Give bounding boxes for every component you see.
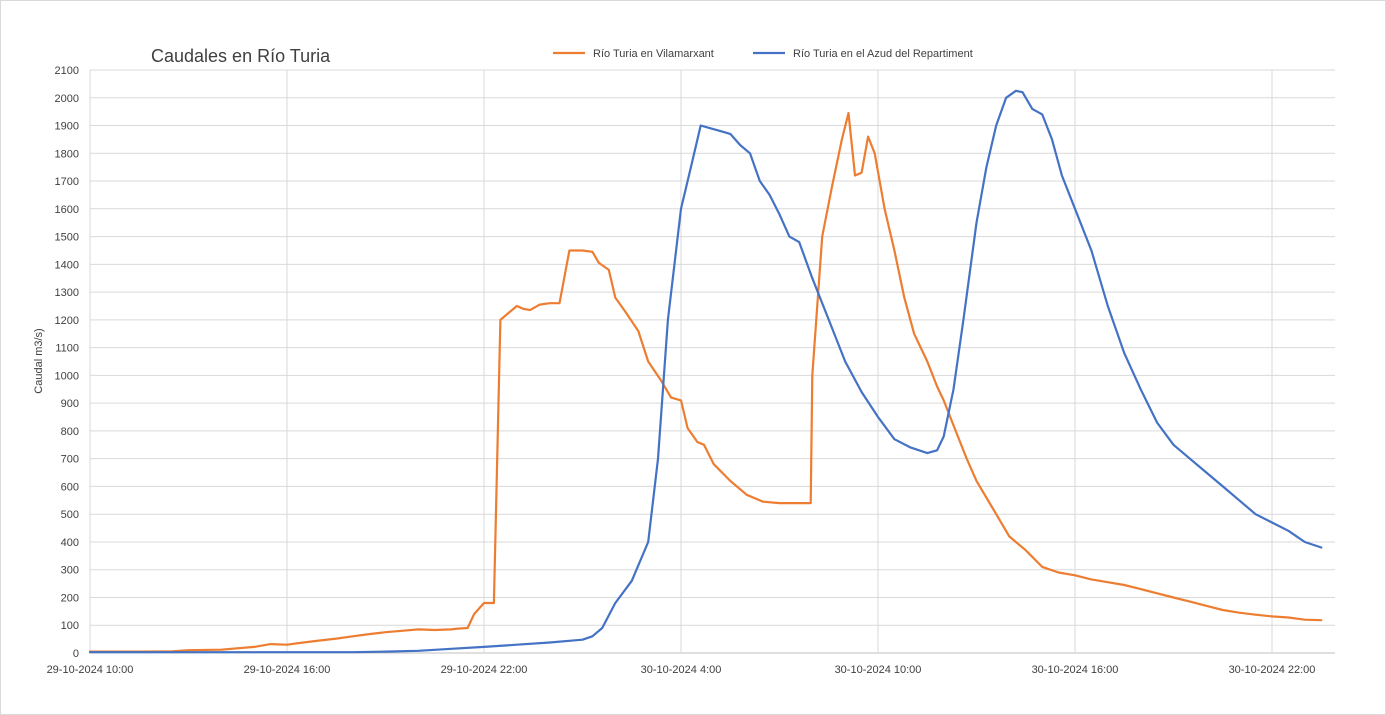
x-tick-label: 29-10-2024 16:00 [244,664,331,676]
x-tick-label: 29-10-2024 22:00 [441,664,528,676]
y-tick-label: 600 [61,481,79,493]
y-tick-label: 1900 [55,121,79,133]
vertical-gridlines [89,70,1273,653]
y-axis-title: Caudal m3/s) [33,328,45,393]
y-tick-label: 1700 [55,176,79,188]
x-tick-label: 30-10-2024 22:00 [1229,664,1316,676]
x-tick-label: 30-10-2024 4:00 [641,664,722,676]
y-tick-label: 200 [61,592,79,604]
horizontal-gridlines [90,69,1335,654]
x-tick-label: 29-10-2024 10:00 [47,664,134,676]
y-tick-label: 900 [61,398,79,410]
chart-title: Caudales en Río Turia [151,46,331,66]
y-tick-label: 2100 [55,65,79,77]
y-tick-label: 1200 [55,315,79,327]
legend: Río Turia en Vilamarxant Río Turia en el… [553,48,973,60]
legend-label-azud-repartiment: Río Turia en el Azud del Repartiment [793,48,973,60]
x-tick-label: 30-10-2024 10:00 [835,664,922,676]
y-tick-label: 500 [61,509,79,521]
x-tick-labels: 29-10-2024 10:00 29-10-2024 16:00 29-10-20… [47,664,1316,676]
legend-label-vilamarxant: Río Turia en Vilamarxant [593,48,714,60]
x-tick-label: 30-10-2024 16:00 [1032,664,1119,676]
y-tick-label: 300 [61,565,79,577]
series-group [88,89,1323,654]
y-tick-labels: 0 100 200 300 400 500 600 700 800 900 1000 1100 1200… [55,65,79,660]
y-tick-label: 1600 [55,204,79,216]
y-tick-label: 1400 [55,259,79,271]
y-tick-label: 1800 [55,148,79,160]
y-tick-label: 1500 [55,232,79,244]
y-tick-label: 400 [61,537,79,549]
y-tick-label: 2000 [55,93,79,105]
y-tick-label: 700 [61,454,79,466]
y-tick-label: 100 [61,620,79,632]
y-tick-label: 1000 [55,370,79,382]
series-line-azud-repartiment [88,89,1323,654]
y-tick-label: 0 [73,648,79,660]
y-tick-label: 800 [61,426,79,438]
y-tick-label: 1300 [55,287,79,299]
series-line-vilamarxant [88,111,1323,653]
y-tick-label: 1100 [55,343,79,355]
